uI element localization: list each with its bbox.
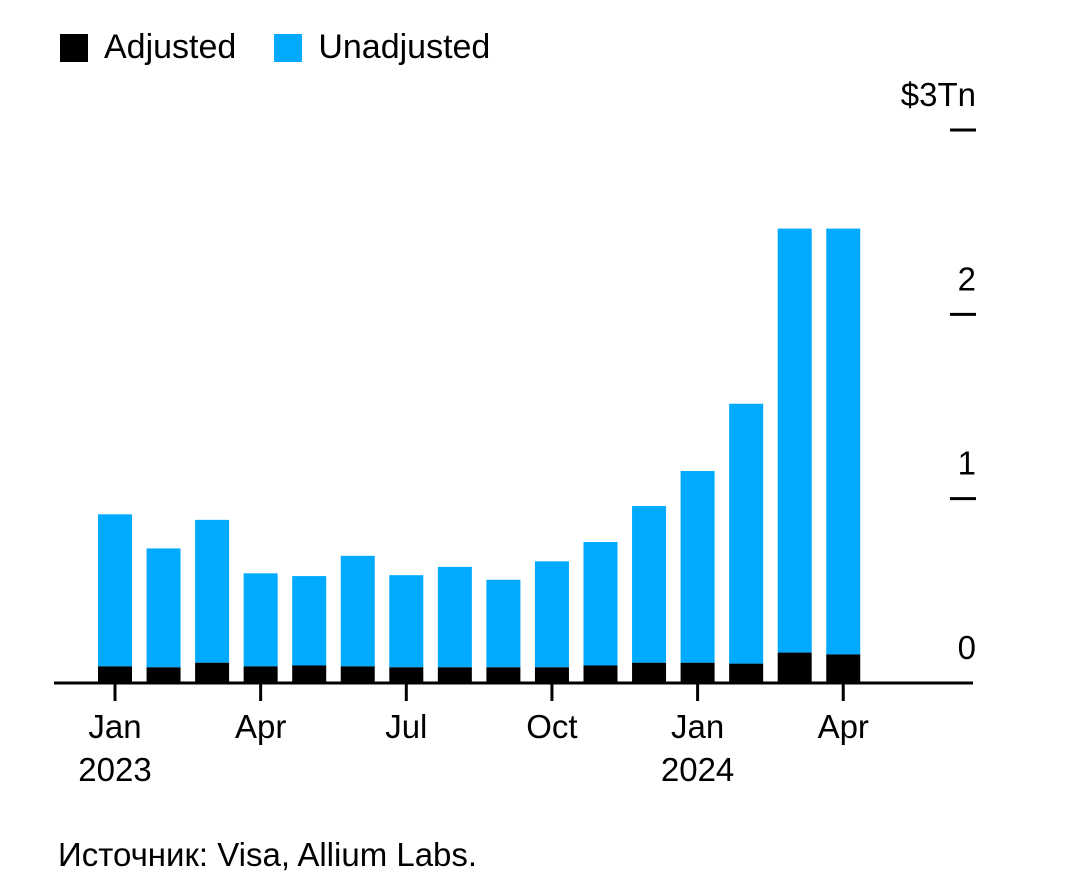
bar-adjusted-15 (826, 654, 861, 683)
bar-adjusted-4 (292, 665, 327, 683)
bar-adjusted-9 (534, 667, 569, 683)
legend-swatch-adjusted (60, 33, 88, 62)
bar-unadjusted-9 (534, 561, 569, 668)
bar-adjusted-13 (729, 663, 764, 683)
legend-label-adjusted: Adjusted (104, 28, 237, 66)
bar-unadjusted-1 (146, 548, 181, 668)
x-tick-label-6: Jul (385, 708, 427, 745)
bar-adjusted-6 (389, 667, 424, 683)
bar-adjusted-2 (195, 662, 230, 683)
bar-adjusted-0 (98, 666, 132, 683)
x-tick-year-12: 2024 (661, 751, 734, 788)
legend-item-unadjusted: Unadjusted (274, 28, 490, 67)
bar-unadjusted-6 (389, 575, 424, 668)
bar-adjusted-8 (486, 667, 521, 683)
legend-swatch-unadjusted (274, 33, 303, 62)
x-tick-year-0: 2023 (78, 751, 151, 788)
bar-unadjusted-12 (680, 471, 715, 663)
y-tick-label-2: 2 (958, 260, 976, 297)
x-tick-label-3: Apr (235, 708, 286, 745)
bar-adjusted-11 (632, 662, 667, 683)
bar-unadjusted-4 (292, 576, 327, 666)
bar-adjusted-10 (583, 665, 618, 683)
y-tick-label-3: $3Tn (901, 76, 976, 113)
y-tick-label-0: 0 (958, 629, 976, 666)
bar-unadjusted-3 (243, 573, 278, 667)
bar-unadjusted-8 (486, 579, 521, 668)
bar-unadjusted-2 (195, 519, 230, 663)
bar-adjusted-1 (146, 667, 181, 683)
bar-unadjusted-7 (437, 566, 472, 668)
source-note: Источник: Visa, Allium Labs. (58, 836, 478, 873)
x-tick-label-12: Jan (671, 708, 724, 745)
x-tick-label-15: Apr (818, 708, 869, 745)
bar-adjusted-7 (437, 667, 472, 683)
bar-unadjusted-13 (729, 403, 764, 664)
bar-unadjusted-5 (340, 555, 375, 667)
legend-item-adjusted: Adjusted (60, 28, 236, 67)
bar-unadjusted-0 (98, 514, 132, 667)
bar-unadjusted-15 (826, 228, 861, 655)
bar-unadjusted-10 (583, 541, 618, 666)
bar-adjusted-5 (340, 666, 375, 683)
bar-adjusted-3 (243, 666, 278, 683)
bar-adjusted-12 (680, 662, 715, 683)
x-tick-label-0: Jan (88, 708, 141, 745)
bar-unadjusted-11 (632, 506, 667, 663)
x-tick-label-9: Oct (526, 708, 577, 745)
bar-unadjusted-14 (777, 228, 812, 653)
bar-adjusted-14 (777, 652, 812, 683)
legend: Adjusted Unadjusted (60, 28, 528, 67)
y-tick-label-1: 1 (958, 445, 976, 482)
legend-label-unadjusted: Unadjusted (318, 28, 491, 66)
